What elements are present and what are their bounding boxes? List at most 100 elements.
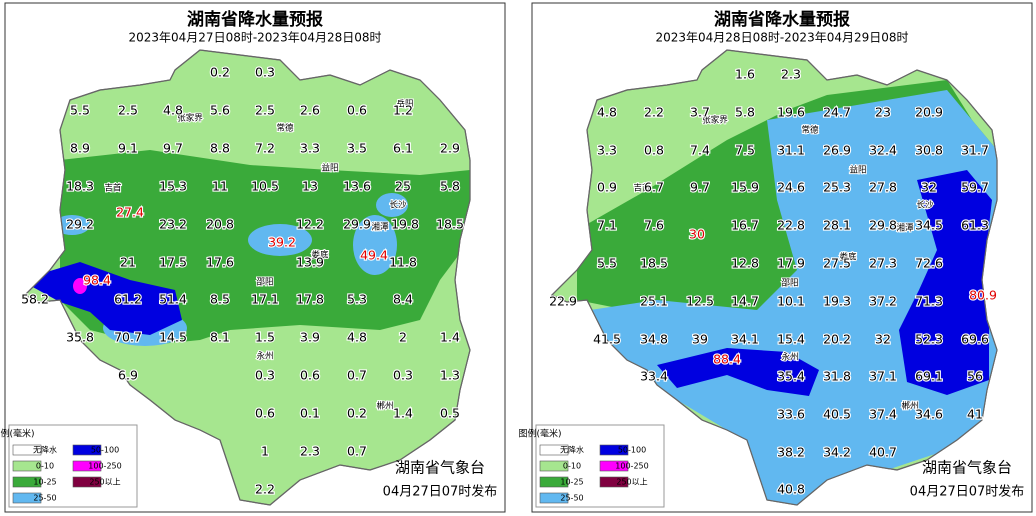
rain-value: 5.3 [347, 292, 367, 307]
legend-label: 50-100 [618, 446, 646, 455]
rain-value: 39.2 [268, 235, 296, 250]
rain-value: 5.5 [70, 103, 90, 118]
rain-value: 20.8 [206, 217, 234, 232]
rain-value: 26.9 [823, 143, 851, 158]
city-name: 吉首 [633, 183, 651, 194]
legend-swatch [12, 444, 42, 456]
rain-region [353, 215, 397, 275]
rain-value: 32 [875, 332, 891, 347]
rain-region [73, 278, 87, 294]
city-name: 湘潭 [371, 222, 389, 233]
city-name: 常德 [801, 125, 819, 136]
rain-value: 12.8 [731, 256, 759, 271]
rain-value: 8.8 [210, 141, 230, 156]
rain-value: 33.4 [640, 369, 668, 384]
subtitle: 2023年04月28日08时-2023年04月29日08时 [655, 31, 908, 45]
city-name: 湘潭 [896, 223, 914, 234]
rain-value: 3.7 [690, 105, 710, 120]
rain-value: 12.2 [296, 217, 324, 232]
rain-value: 1.3 [440, 368, 460, 383]
rain-value: 4.8 [163, 103, 183, 118]
rain-value: 25.3 [823, 180, 851, 195]
rain-value: 8.9 [70, 141, 90, 156]
rain-region [25, 262, 182, 335]
rain-value: 6.7 [644, 180, 664, 195]
rain-value: 0.8 [644, 143, 664, 158]
rain-value: 3.5 [347, 141, 367, 156]
rain-value: 1.6 [735, 67, 755, 82]
rain-value: 23 [875, 105, 891, 120]
rain-value: 41 [967, 407, 983, 422]
rain-value: 13 [302, 179, 318, 194]
rain-value: 10.5 [251, 179, 279, 194]
subtitle: 2023年04月27日08时-2023年04月28日08时 [128, 31, 381, 45]
legend-label: 100-250 [88, 462, 121, 471]
rain-value: 14.5 [159, 330, 187, 345]
rain-value: 34.1 [731, 332, 759, 347]
rain-region [557, 90, 997, 505]
rain-value: 6.9 [118, 368, 138, 383]
rain-value: 0.9 [597, 180, 617, 195]
rain-value: 24.6 [777, 180, 805, 195]
rain-value: 2.5 [118, 103, 138, 118]
rain-value: 2.2 [255, 482, 275, 497]
city-name: 吉首 [104, 183, 122, 194]
rain-value: 30.8 [915, 143, 943, 158]
rain-value: 0.5 [440, 406, 460, 421]
legend-label: 10-25 [560, 478, 583, 487]
city-name: 郴州 [376, 401, 393, 412]
rain-value: 40.7 [869, 445, 897, 460]
rain-value: 23.2 [159, 217, 187, 232]
rain-value: 22.9 [549, 294, 577, 309]
rain-value: 17.8 [296, 292, 324, 307]
rain-value: 0.6 [255, 406, 275, 421]
rain-value: 12.5 [686, 294, 714, 309]
legend-label: 10-25 [33, 478, 56, 487]
rain-value: 32 [921, 180, 937, 195]
rain-region [376, 193, 408, 217]
rain-value: 17.6 [206, 255, 234, 270]
rain-value: 19.3 [823, 294, 851, 309]
rain-value: 40.5 [823, 407, 851, 422]
rain-value: 22.8 [777, 218, 805, 233]
rain-value: 34.6 [915, 407, 943, 422]
city-name: 岳阳 [396, 99, 413, 110]
rain-value: 10.1 [777, 294, 805, 309]
rain-value: 3.3 [597, 143, 617, 158]
rain-value: 11 [212, 179, 228, 194]
rain-value: 16.7 [731, 218, 759, 233]
rain-value: 28.1 [823, 218, 851, 233]
rain-value: 5.6 [210, 103, 230, 118]
rain-value: 61.2 [114, 292, 142, 307]
rain-value: 18.3 [66, 179, 94, 194]
rain-value: 8.4 [393, 292, 413, 307]
rain-value: 25.1 [640, 294, 668, 309]
rain-value: 9.7 [690, 180, 710, 195]
rain-value: 33.6 [777, 407, 805, 422]
rain-value: 11.8 [389, 255, 417, 270]
rain-value: 6.1 [393, 141, 413, 156]
rain-value: 39 [692, 332, 708, 347]
rain-value: 9.7 [163, 141, 183, 156]
rain-value: 0.1 [300, 406, 320, 421]
issuer: 湖南省气象台 [395, 459, 485, 477]
title: 湖南省降水量预报 [714, 9, 850, 30]
rain-value: 17.5 [159, 255, 187, 270]
rain-value: 49.4 [360, 248, 388, 263]
city-name: 郴州 [901, 401, 918, 412]
rain-value: 17.9 [777, 256, 805, 271]
rain-value: 37.1 [869, 369, 897, 384]
rain-value: 2.3 [781, 67, 801, 82]
legend-swatch [72, 476, 102, 488]
rain-value: 1.2 [393, 103, 413, 118]
rain-region [248, 224, 312, 256]
rain-value: 15.9 [731, 180, 759, 195]
rain-value: 34.2 [823, 445, 851, 460]
rain-value: 0.6 [300, 368, 320, 383]
rain-value: 61.3 [961, 218, 989, 233]
rain-value: 2 [399, 330, 407, 345]
legend-swatch [539, 444, 569, 456]
rain-value: 4.8 [347, 330, 367, 345]
rain-value: 69.1 [915, 369, 943, 384]
